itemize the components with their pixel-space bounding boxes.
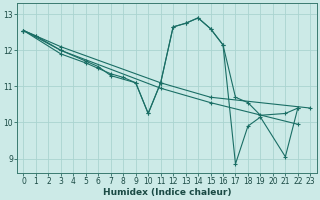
X-axis label: Humidex (Indice chaleur): Humidex (Indice chaleur) bbox=[103, 188, 231, 197]
